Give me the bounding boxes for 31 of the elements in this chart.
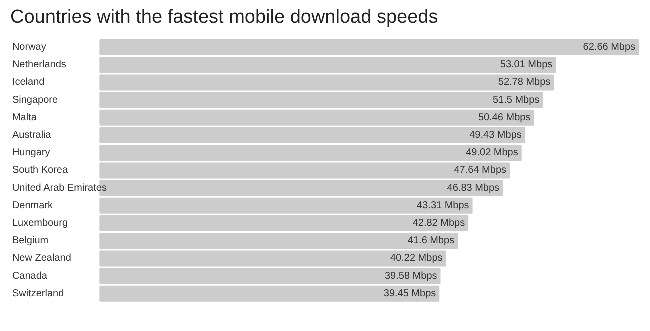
data-label: 41.6 Mbps bbox=[408, 236, 455, 247]
data-label: 51.5 Mbps bbox=[492, 94, 540, 106]
data-label: 39.58 Mbps bbox=[385, 270, 438, 282]
data-label: 42.82 Mbps bbox=[412, 218, 466, 229]
y-tick-label: Singapore bbox=[12, 94, 58, 106]
data-label: 46.83 Mbps bbox=[447, 182, 500, 194]
y-tick-label: Malta bbox=[12, 112, 38, 124]
data-label: 39.45 Mbps bbox=[384, 288, 436, 300]
y-tick-label: South Korea bbox=[12, 165, 68, 176]
y-tick-label: Belgium bbox=[12, 236, 49, 247]
data-label: 52.78 Mbps bbox=[498, 77, 551, 88]
y-tick-label: Australia bbox=[12, 130, 52, 141]
data-label: 50.46 Mbps bbox=[478, 112, 531, 124]
y-tick-label: Luxembourg bbox=[12, 218, 68, 229]
data-label: 53.01 Mbps bbox=[500, 60, 553, 71]
y-tick-label: Netherlands bbox=[12, 60, 66, 71]
data-label: 49.43 Mbps bbox=[470, 130, 522, 141]
data-label: 40.22 Mbps bbox=[390, 253, 443, 264]
y-tick-label: Iceland bbox=[12, 77, 45, 88]
data-label: 62.66 Mbps bbox=[583, 42, 636, 53]
y-tick-label: Norway bbox=[12, 42, 46, 53]
y-tick-label: Hungary bbox=[12, 148, 50, 159]
chart-title: Countries with the fastest mobile download speeds bbox=[10, 7, 438, 28]
y-tick-label: New Zealand bbox=[12, 253, 72, 264]
y-tick-label: Denmark bbox=[12, 200, 54, 212]
data-label: 49.02 Mbps bbox=[466, 148, 518, 159]
data-label: 47.64 Mbps bbox=[454, 165, 507, 176]
y-tick-label: Switzerland bbox=[12, 288, 64, 300]
y-tick-label: United Arab Emirates bbox=[12, 182, 107, 194]
y-tick-label: Canada bbox=[12, 270, 48, 282]
data-label: 43.31 Mbps bbox=[417, 200, 470, 212]
